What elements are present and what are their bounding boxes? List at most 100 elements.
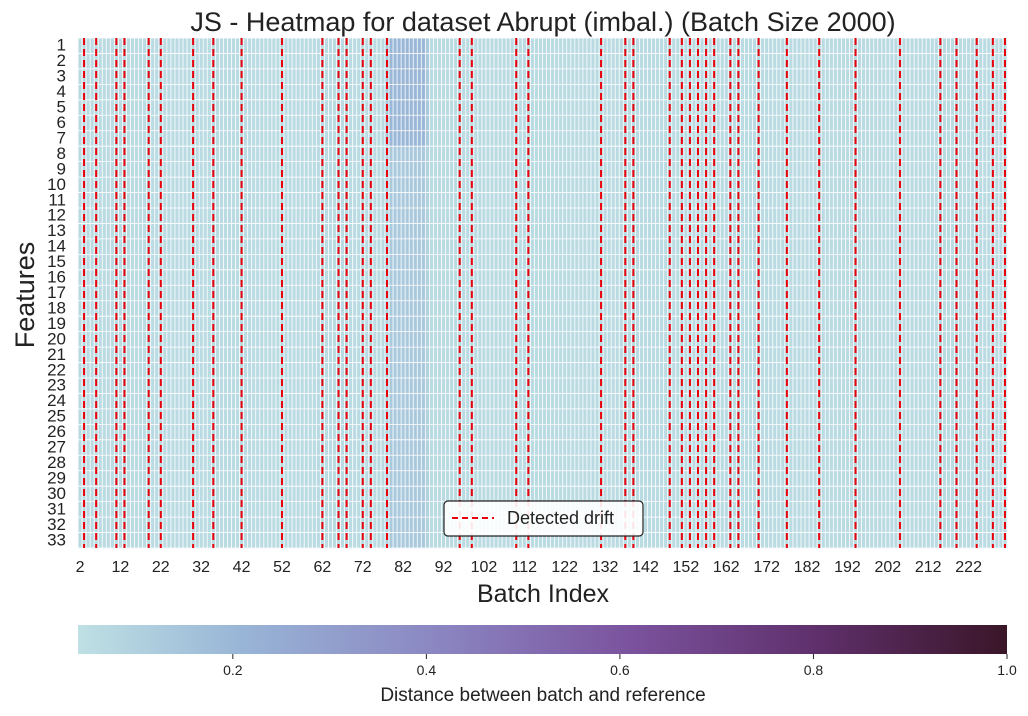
heatmap-cell (183, 192, 188, 209)
heatmap-cell (530, 238, 535, 255)
heatmap-cell (893, 331, 899, 348)
heatmap-cell (223, 161, 228, 178)
heatmap-cell (328, 300, 333, 317)
heatmap-cell (966, 285, 971, 302)
heatmap-cell (199, 53, 204, 70)
heatmap-cell (845, 161, 850, 178)
heatmap-cell (885, 285, 891, 302)
heatmap-cell (918, 161, 923, 178)
heatmap-cell (643, 115, 648, 132)
heatmap-cell (805, 53, 810, 70)
heatmap-cell (473, 130, 479, 147)
heatmap-cell (308, 53, 313, 70)
heatmap-cell (223, 223, 228, 240)
heatmap-cell (570, 269, 576, 286)
heatmap-cell (574, 130, 580, 147)
heatmap-cell (772, 331, 778, 348)
heatmap-cell (510, 68, 515, 85)
heatmap-cell (643, 84, 648, 101)
heatmap-cell (227, 192, 232, 209)
heatmap-cell (700, 53, 705, 70)
heatmap-cell (538, 130, 543, 147)
heatmap-cell (748, 285, 753, 302)
heatmap-cell (647, 362, 652, 379)
heatmap-cell (813, 331, 818, 348)
heatmap-cell (312, 238, 317, 255)
heatmap-cell (845, 223, 850, 240)
heatmap-cell (401, 269, 406, 286)
heatmap-cell (801, 347, 806, 363)
heatmap-cell (296, 68, 301, 85)
heatmap-cell (243, 38, 248, 54)
heatmap-cell (154, 316, 160, 332)
heatmap-cell (877, 146, 883, 162)
heatmap-cell (869, 208, 875, 224)
heatmap-cell (98, 84, 103, 101)
heatmap-cell (768, 99, 774, 116)
heatmap-cell (259, 130, 265, 147)
heatmap-cell (914, 130, 919, 147)
heatmap-cell (477, 300, 483, 317)
heatmap-cell (974, 238, 980, 255)
heatmap-cell (994, 161, 1000, 178)
heatmap-cell (316, 208, 321, 224)
heatmap-cell (405, 331, 410, 348)
heatmap-cell (930, 269, 935, 286)
heatmap-cell (453, 254, 458, 271)
heatmap-cell (716, 208, 721, 224)
heatmap-cell (970, 208, 975, 224)
heatmap-cell (174, 53, 180, 70)
heatmap-cell (94, 38, 99, 54)
heatmap-cell (809, 161, 814, 178)
heatmap-cell (728, 192, 733, 209)
heatmap-cell (691, 130, 697, 147)
heatmap-cell (877, 68, 883, 85)
heatmap-cell (736, 192, 741, 209)
heatmap-cell (639, 269, 644, 286)
heatmap-cell (267, 223, 273, 240)
heatmap-cell (740, 161, 745, 178)
heatmap-cell (760, 285, 765, 302)
heatmap-cell (332, 316, 337, 332)
heatmap-cell (425, 84, 430, 101)
heatmap-cell (316, 238, 321, 255)
heatmap-cell (413, 130, 418, 147)
heatmap-cell (918, 208, 923, 224)
heatmap-cell (98, 347, 103, 363)
heatmap-cell (215, 84, 220, 101)
heatmap-cell (449, 68, 454, 85)
heatmap-cell (691, 331, 697, 348)
heatmap-cell (461, 161, 467, 178)
heatmap-cell (300, 254, 305, 271)
heatmap-cell (437, 84, 442, 101)
heatmap-cell (397, 347, 402, 363)
heatmap-cell (595, 161, 600, 178)
heatmap-cell (126, 347, 131, 363)
heatmap-cell (142, 84, 147, 101)
heatmap-cell (821, 285, 826, 302)
heatmap-cell (918, 347, 923, 363)
heatmap-cell (869, 300, 875, 317)
heatmap-cell (861, 223, 866, 240)
heatmap-cell (449, 208, 454, 224)
heatmap-cell (829, 223, 834, 240)
heatmap-cell (251, 331, 257, 348)
heatmap-cell (138, 285, 143, 302)
heatmap-cell (805, 347, 810, 363)
heatmap-cell (522, 161, 527, 178)
heatmap-cell (340, 53, 345, 70)
heatmap-cell (271, 269, 277, 286)
heatmap-cell (473, 115, 479, 132)
heatmap-cell (732, 269, 737, 286)
heatmap-cell (296, 130, 301, 147)
heatmap-cell (86, 347, 91, 363)
heatmap-cell (263, 177, 269, 193)
heatmap-cell (926, 161, 931, 178)
heatmap-cell (243, 161, 248, 178)
heatmap-cell (889, 269, 895, 286)
heatmap-cell (219, 38, 224, 54)
heatmap-cell (183, 223, 188, 240)
heatmap-cell (655, 130, 660, 147)
heatmap-cell (409, 99, 414, 116)
heatmap-cell (546, 130, 551, 147)
